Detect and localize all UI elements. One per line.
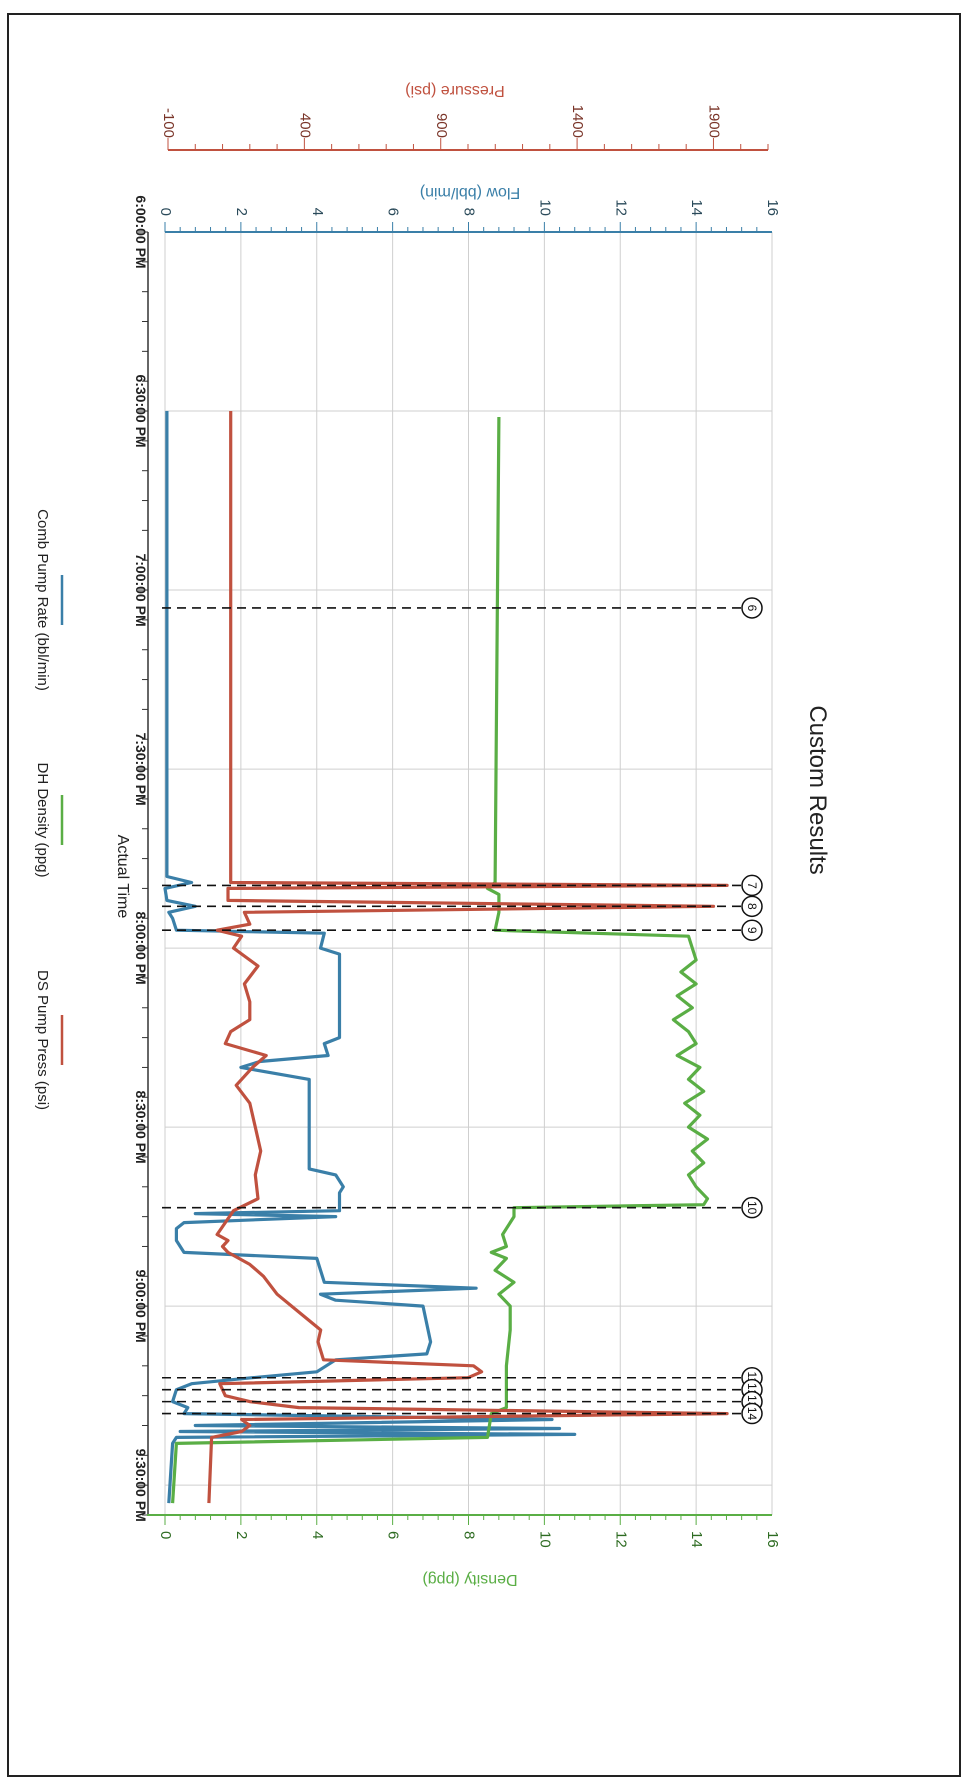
flow-tick-label: 10 (536, 199, 553, 216)
legend-label: Comb Pump Rate (bbl/min) (34, 509, 51, 691)
time-tick-label: 7:30:00 PM (133, 732, 149, 805)
flow-tick-label: 6 (385, 208, 402, 216)
density-tick-label: 14 (688, 1531, 705, 1548)
density-tick-label: 6 (385, 1531, 402, 1539)
flow-tick-label: 12 (612, 199, 629, 216)
density-tick-label: 10 (536, 1531, 553, 1548)
density-tick-label: 4 (309, 1531, 326, 1539)
flow-tick-label: 14 (688, 199, 705, 216)
labels: 6:00:00 PM 6:30:00 PM 7:00:00 PM 7:30:00 PM… (34, 82, 831, 1588)
density-tick-label: 2 (233, 1531, 250, 1539)
event-marker-label: 6 (745, 605, 759, 612)
series-line-pressure (207, 411, 729, 1504)
event-marker-label: 9 (745, 927, 759, 934)
time-tick-label: 6:00:00 PM (133, 195, 149, 268)
flow-axis-title: Flow (bbl/min) (420, 184, 520, 201)
pressure-tick-label: 900 (433, 113, 450, 138)
event-marker-circle (741, 1196, 763, 1219)
density-tick-label: 12 (612, 1531, 629, 1548)
time-tick-label: 6:30:00 PM (133, 374, 149, 447)
time-tick-label: 7:00:00 PM (133, 553, 149, 626)
time-tick-label: 9:00:00 PM (133, 1270, 149, 1343)
series (163, 411, 729, 1504)
event-marker-label: 10 (745, 1201, 759, 1215)
grid (164, 231, 773, 1515)
event-marker-label: 7 (745, 882, 759, 889)
legend-label: DS Pump Press (psi) (34, 970, 51, 1110)
event-marker-label: 8 (745, 903, 759, 910)
pressure-tick-label: 400 (296, 113, 313, 138)
pressure-tick-label: 1400 (569, 105, 586, 138)
event-marker-circle (741, 895, 763, 918)
density-axis-title: Density (ppg) (422, 1571, 517, 1588)
pressure-tick-label: -100 (160, 108, 177, 138)
chart-title: Custom Results (804, 705, 831, 874)
axes (138, 138, 772, 1525)
density-tick-label: 16 (764, 1531, 781, 1548)
series-line-flow (163, 411, 577, 1504)
pressure-tick-label: 1900 (705, 105, 722, 138)
event-marker-circle (741, 1402, 763, 1425)
outer-frame (7, 13, 961, 1777)
flow-tick-label: 0 (157, 208, 174, 216)
density-tick-label: 8 (461, 1531, 478, 1539)
density-tick-label: 0 (157, 1531, 174, 1539)
event-marker-circle (741, 919, 763, 941)
time-tick-label: 8:00:00 PM (133, 912, 149, 985)
time-tick-label: 8:30:00 PM (133, 1091, 149, 1164)
legend-label: DH Density (ppg) (34, 762, 51, 877)
flow-tick-label: 16 (764, 199, 781, 216)
event-marker-label: 14 (745, 1407, 759, 1421)
event-marker-circle (741, 597, 763, 619)
event-marker-circle (741, 874, 763, 897)
flow-tick-label: 4 (309, 208, 326, 216)
flow-tick-label: 8 (461, 208, 478, 216)
pressure-axis-title: Pressure (psi) (405, 82, 505, 99)
flow-tick-label: 2 (233, 208, 250, 216)
series-line-density (171, 416, 710, 1504)
x-axis-title: Actual Time (114, 835, 131, 919)
time-tick-label: 9:30:00 PM (133, 1449, 149, 1522)
